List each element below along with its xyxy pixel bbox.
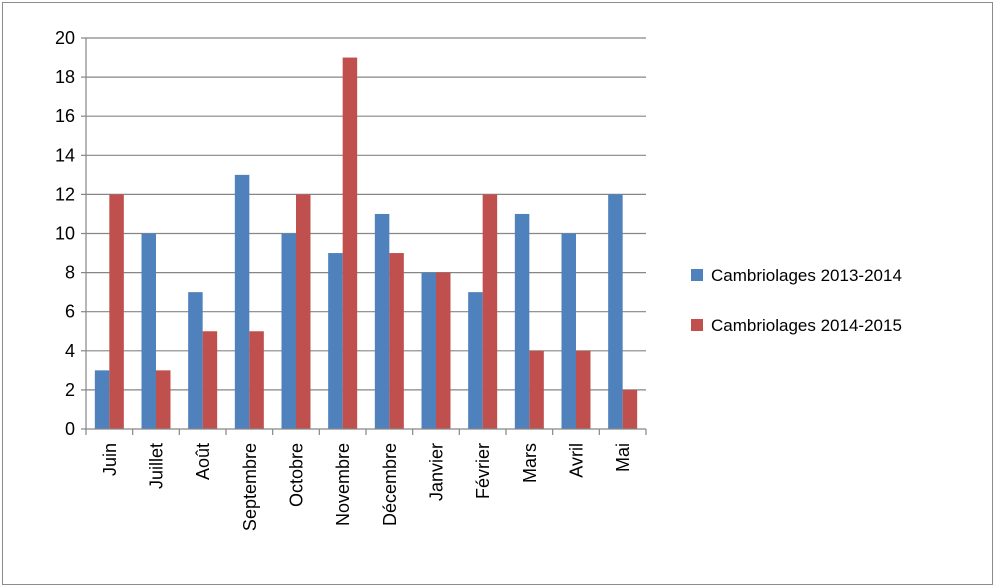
bar-aout-series-2: [202, 331, 218, 429]
bar-octobre-series-1: [281, 233, 296, 429]
bar-novembre-series-2: [342, 57, 358, 430]
x-tick-label-octobre: Octobre: [287, 443, 307, 507]
axes: [81, 37, 647, 435]
y-tick-label: 14: [55, 145, 75, 165]
y-tick-label: 18: [55, 67, 75, 87]
bar-mars-series-2: [529, 350, 544, 429]
legend: Cambriolages 2013-2014 Cambriolages 2014-…: [691, 266, 902, 335]
bar-avril-series-2: [576, 350, 591, 429]
x-tick-label-septembre: Septembre: [240, 443, 260, 531]
bar-janvier-series-2: [436, 272, 451, 429]
y-tick-label: 8: [65, 263, 75, 283]
bar-decembre-series-2: [389, 253, 404, 429]
y-tick-label: 12: [55, 184, 75, 204]
bar-novembre-series-1: [328, 253, 343, 429]
y-tick-label: 2: [65, 380, 75, 400]
x-tick-label-fevrier: Février: [473, 443, 493, 499]
x-tick-labels: Juin Juillet Août Septembre Octobre Novembre D…: [100, 443, 633, 531]
bar-juin-series-1: [94, 370, 110, 429]
legend-swatch-series-1: [691, 269, 703, 281]
x-tick-label-novembre: Novembre: [333, 443, 353, 526]
bar-mars-series-1: [514, 213, 530, 429]
legend-swatch-series-2: [691, 319, 703, 331]
bar-fevrier-series-2: [482, 194, 498, 429]
bar-juin-series-2: [109, 194, 124, 429]
bars: [94, 57, 638, 430]
y-tick-label: 4: [65, 341, 75, 361]
bar-septembre-series-2: [249, 331, 264, 429]
y-tick-label: 0: [65, 419, 75, 439]
bar-avril-series-1: [561, 233, 576, 429]
bar-fevrier-series-1: [468, 292, 483, 429]
bar-chart: 0 2 4 6 8 10 12 14 16 18 20 Juin Juillet Août Septemb…: [55, 28, 902, 531]
bar-octobre-series-2: [296, 194, 311, 429]
bar-septembre-series-1: [234, 174, 250, 429]
bar-mai-series-2: [622, 389, 638, 429]
y-tick-label: 20: [55, 28, 75, 48]
x-tick-label-avril: Avril: [567, 443, 587, 478]
bar-decembre-series-1: [374, 213, 390, 429]
bar-mai-series-1: [608, 194, 623, 429]
x-tick-label-mai: Mai: [613, 443, 633, 472]
x-tick-label-juillet: Juillet: [147, 443, 167, 489]
bar-aout-series-1: [188, 292, 203, 429]
bar-juillet-series-2: [156, 370, 171, 429]
y-tick-label: 16: [55, 106, 75, 126]
x-tick-label-janvier: Janvier: [427, 443, 447, 501]
bar-juillet-series-1: [141, 233, 156, 429]
x-tick-label-juin: Juin: [100, 443, 120, 476]
bar-janvier-series-1: [421, 272, 436, 429]
x-tick-label-decembre: Décembre: [380, 443, 400, 526]
y-tick-label: 10: [55, 224, 75, 244]
legend-label-series-1: Cambriolages 2013-2014: [711, 266, 902, 285]
y-tick-label: 6: [65, 302, 75, 322]
legend-label-series-2: Cambriolages 2014-2015: [711, 316, 902, 335]
x-tick-label-mars: Mars: [520, 443, 540, 483]
x-tick-label-aout: Août: [193, 443, 213, 480]
gridlines: [86, 37, 646, 391]
y-tick-labels: 0 2 4 6 8 10 12 14 16 18 20: [55, 28, 75, 439]
